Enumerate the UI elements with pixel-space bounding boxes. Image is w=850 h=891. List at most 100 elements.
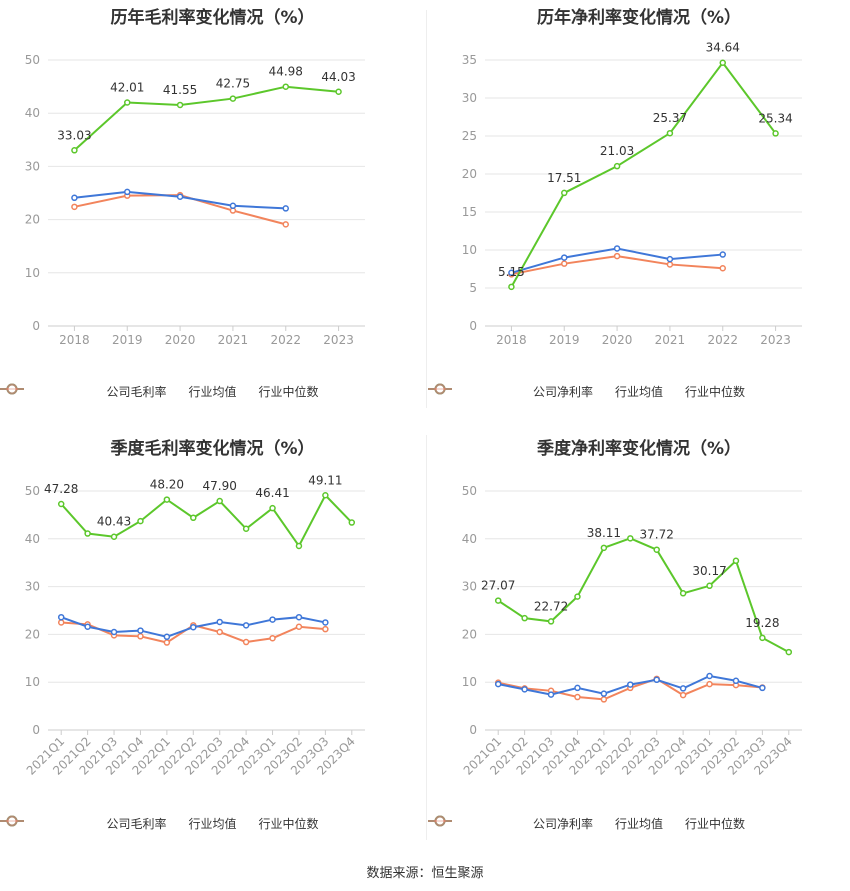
legend-item[interactable]: 行业均值 bbox=[0, 383, 237, 400]
data-point bbox=[732, 557, 740, 565]
legend-item[interactable]: 行业中位数 bbox=[0, 815, 319, 832]
data-point bbox=[216, 497, 223, 505]
data-label: 42.75 bbox=[216, 77, 250, 91]
y-tick-label: 50 bbox=[25, 484, 40, 498]
data-point bbox=[574, 684, 581, 692]
data-point bbox=[242, 525, 250, 533]
data-point bbox=[242, 622, 250, 629]
y-tick-label: 0 bbox=[32, 319, 40, 333]
y-tick-label: 0 bbox=[469, 723, 477, 737]
annual-gross-margin-chart: 历年毛利率变化情况（%） 0 10 20 30 40 50 2018 2019 2020 2021… bbox=[0, 0, 425, 420]
legend-item[interactable]: 公司毛利率 bbox=[0, 383, 166, 400]
data-point bbox=[759, 684, 766, 692]
data-label: 30.17 bbox=[692, 564, 726, 578]
data-point bbox=[216, 628, 223, 636]
data-point bbox=[84, 530, 91, 537]
data-point bbox=[508, 269, 515, 277]
data-label: 41.55 bbox=[163, 83, 197, 97]
data-point bbox=[110, 533, 118, 540]
data-point bbox=[137, 627, 144, 634]
legend-item[interactable]: 行业中位数 bbox=[428, 815, 745, 832]
legend-item[interactable]: 行业中位数 bbox=[428, 383, 745, 400]
y-tick-label: 20 bbox=[462, 627, 477, 641]
y-tick-label: 10 bbox=[25, 675, 40, 689]
data-label: 49.11 bbox=[308, 473, 342, 487]
legend-item[interactable]: 公司毛利率 bbox=[0, 815, 166, 832]
data-label: 25.37 bbox=[653, 111, 687, 125]
data-point bbox=[666, 261, 674, 268]
legend-item[interactable]: 行业均值 bbox=[428, 383, 663, 400]
x-tick-label: 2021 bbox=[655, 333, 686, 347]
data-point bbox=[269, 504, 276, 512]
legend-swatch-icon bbox=[0, 383, 24, 395]
data-point bbox=[706, 672, 713, 680]
data-point bbox=[666, 255, 674, 263]
chart-legend: 公司净利率 行业均值 行业中位数 bbox=[428, 383, 850, 400]
data-point bbox=[574, 593, 581, 600]
data-point bbox=[71, 147, 78, 154]
series-line bbox=[73, 85, 339, 152]
data-point bbox=[335, 88, 342, 96]
data-point bbox=[653, 546, 660, 553]
data-point bbox=[176, 101, 184, 109]
quarterly-gross-margin-chart: 季度毛利率变化情况（%） 0 10 20 30 40 50 2021Q1 2021Q2 2021… bbox=[0, 430, 425, 850]
legend-swatch-icon bbox=[0, 815, 24, 827]
x-tick-label: 2023 bbox=[323, 333, 354, 347]
chart-plot: 010203040502021Q12021Q22021Q32021Q42022Q… bbox=[24, 473, 365, 778]
data-point bbox=[269, 634, 276, 642]
data-point bbox=[600, 696, 608, 703]
legend-label: 行业中位数 bbox=[258, 817, 319, 831]
y-tick-label: 10 bbox=[462, 675, 477, 689]
legend-item[interactable]: 公司净利率 bbox=[428, 815, 593, 832]
x-tick-label: 2019 bbox=[112, 333, 143, 347]
legend-item[interactable]: 行业均值 bbox=[428, 815, 663, 832]
data-point bbox=[322, 625, 329, 633]
x-tick-label: 2019 bbox=[549, 333, 580, 347]
data-point bbox=[57, 619, 65, 626]
legend-swatch-icon bbox=[428, 383, 452, 395]
y-tick-label: 20 bbox=[25, 213, 40, 227]
data-label: 22.72 bbox=[534, 599, 568, 613]
data-point bbox=[216, 618, 223, 626]
data-label: 47.90 bbox=[203, 479, 237, 493]
x-tick-label: 2018 bbox=[496, 333, 527, 347]
y-tick-label: 40 bbox=[462, 532, 477, 546]
data-point bbox=[124, 99, 131, 106]
legend-item[interactable]: 行业中位数 bbox=[0, 383, 319, 400]
data-point bbox=[600, 544, 608, 552]
x-tick-label: 2020 bbox=[165, 333, 196, 347]
data-label: 47.28 bbox=[44, 482, 78, 496]
legend-item[interactable]: 行业均值 bbox=[0, 815, 237, 832]
chart-plot: 0 10 20 30 40 50 2018 2019 2020 2021 2022 2023 33.03… bbox=[25, 53, 365, 347]
data-point bbox=[282, 205, 289, 212]
data-point bbox=[322, 492, 329, 499]
data-label: 46.41 bbox=[255, 486, 289, 500]
data-label: 40.43 bbox=[97, 515, 131, 529]
series-line bbox=[60, 493, 353, 548]
data-label: 17.51 bbox=[547, 171, 581, 185]
data-label: 44.03 bbox=[321, 70, 355, 84]
data-point bbox=[574, 693, 581, 701]
data-label: 44.98 bbox=[269, 65, 303, 79]
data-point bbox=[759, 634, 766, 642]
x-tick-label: 2022 bbox=[270, 333, 301, 347]
legend-label: 行业均值 bbox=[188, 385, 237, 399]
legend-item[interactable]: 公司净利率 bbox=[428, 383, 593, 400]
y-tick-label: 30 bbox=[25, 580, 40, 594]
data-point bbox=[613, 245, 621, 252]
data-label: 27.07 bbox=[481, 579, 515, 593]
data-point bbox=[163, 496, 171, 503]
data-point bbox=[163, 639, 171, 646]
y-tick-label: 10 bbox=[462, 243, 477, 257]
y-tick-label: 40 bbox=[25, 106, 40, 120]
chart-title: 季度毛利率变化情况（%） bbox=[110, 439, 315, 459]
data-source-note: 数据来源：恒生聚源 bbox=[366, 866, 484, 881]
series-line bbox=[511, 247, 723, 274]
chart-title: 季度净利率变化情况（%） bbox=[536, 439, 742, 459]
data-label: 33.03 bbox=[57, 128, 91, 142]
data-point bbox=[732, 677, 740, 685]
legend-label: 行业均值 bbox=[614, 817, 663, 831]
data-point bbox=[772, 130, 779, 137]
data-point bbox=[521, 614, 528, 622]
y-tick-label: 20 bbox=[25, 627, 40, 641]
